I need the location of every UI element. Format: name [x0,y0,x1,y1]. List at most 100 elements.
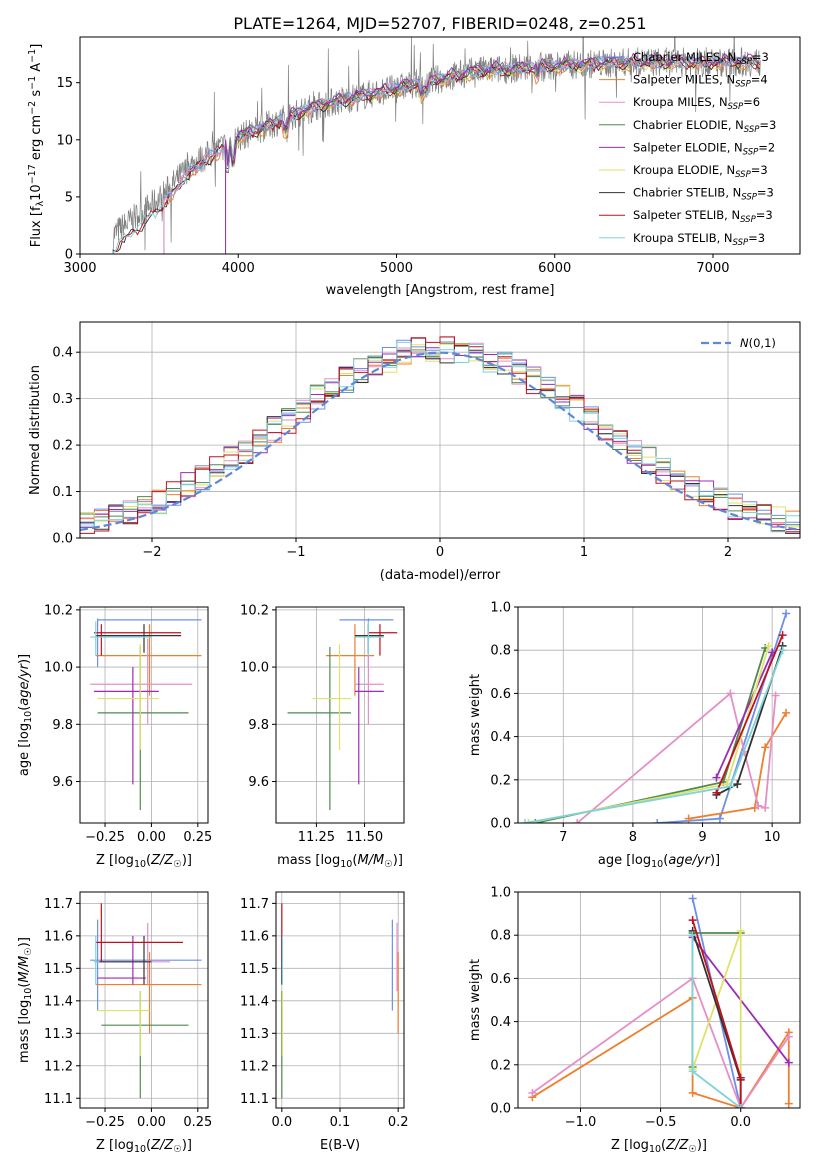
x-tick-label: −0.5 [645,1115,677,1130]
x-tick-label: 0.2 [388,1115,409,1130]
x-tick-label: 0.0 [730,1115,751,1130]
series-point-kroupa_stelib [736,1104,745,1108]
label-fragment: )] [182,1138,192,1153]
x-tick-label: 7 [559,830,567,845]
series-point-kroupa_miles [761,803,770,812]
series-point-kroupa_miles [784,1032,793,1041]
label-fragment: 10 [23,988,34,1000]
label-fragment: ( [17,983,32,988]
x-tick-label: −2 [142,545,161,560]
series-point-kroupa_elodie [764,641,773,650]
plot-frame [79,891,209,1109]
y-tick-label: 10.2 [240,603,269,618]
label-fragment: erg cm [29,115,44,164]
y-axis-label: Flux [fλ10−17 erg cm−2 s−1 A−1] [27,44,46,248]
label-fragment: ☉ [23,947,34,956]
series-point-kroupa_elodie [524,819,533,823]
series-point-chabrier_miles [782,609,791,618]
label-fragment: ( [146,853,151,868]
x-tick-label: −0.25 [85,830,125,845]
legend-entry-text: Chabrier MILES, N [633,50,736,64]
label-fragment: ( [352,853,357,868]
legend-entry-chabrier_stelib: Chabrier STELIB, NSSP=3 [633,186,774,203]
legend-entry-kroupa_elodie: Kroupa ELODIE, NSSP=3 [633,163,768,180]
plot-frame [79,36,801,255]
age_vs_Z-panel: −0.25 0.00 0.259.69.810.010.2Z [log10(Z/Z☉… [17,603,212,870]
legend-entry-value: =3 [748,231,765,245]
label-fragment: 10 [23,711,34,723]
mass_vs_EBV-errorbars [281,903,399,1099]
model-spectrum-chabrier_miles [163,54,760,254]
y-tick-label: 10.0 [240,661,269,676]
label-fragment: M/M [17,956,32,983]
legend-entry-salpeter_stelib: Salpeter STELIB, NSSP=3 [633,208,773,225]
legend-entry-subscript: SSP [743,147,759,157]
series-line-salpeter_elodie [715,652,773,778]
legend-entry-salpeter_elodie: Salpeter ELODIE, NSSP=2 [633,140,775,157]
y-tick-label: 11.2 [44,1059,73,1074]
series-point-kroupa_stelib [726,782,735,791]
legend-entry-value: =3 [752,50,769,64]
x-tick-label: 2 [724,545,732,560]
y-axis-label: Normed distribution [28,365,43,495]
legend-entry-symbol: N [740,336,749,350]
y-tick-label: 10.2 [44,603,73,618]
y-tick-label: 0 [65,248,73,263]
label-fragment: mass [log [17,1000,32,1063]
legend-entry-subscript: SSP [740,215,756,225]
normal-curve-line [80,351,800,531]
y-axis-label: age [log10(age/yr)] [17,654,34,776]
y-tick-label: 9.8 [248,718,269,733]
y-tick-label: 11.7 [240,897,269,912]
x-tick-label: 5000 [380,261,413,276]
label-fragment: ( [663,853,668,868]
legend-entry-kroupa_miles: Kroupa MILES, NSSP=6 [633,95,760,112]
x-tick-label: 6000 [538,261,571,276]
label-fragment: Z/Z [150,853,174,868]
legend-entry-value: =6 [743,95,760,109]
y-tick-label: 1.0 [490,601,511,616]
label-fragment: mass [log [277,853,340,868]
x-tick-label: 0.0 [271,1115,292,1130]
legend-entry-kroupa_stelib: Kroupa STELIB, NSSP=3 [633,231,765,248]
y-tick-label: 11.5 [240,962,269,977]
label-fragment: −1 [27,49,38,63]
x-tick-label: −0.25 [85,1115,125,1130]
y-tick-label: 11.6 [240,929,269,944]
y-tick-label: 10.0 [44,661,73,676]
label-fragment: 10 [649,1144,661,1155]
series-point-salpeter_miles [688,1088,697,1097]
label-fragment: ] [29,44,44,49]
series-line-chabrier_stelib [691,930,742,1108]
age_vs_Z-errorbars [90,618,202,811]
mass_vs_Z-panel: −0.25 0.00 0.25 11.1 11.2 11.3 11.4 11.5 11.6 11.… [17,891,212,1155]
label-fragment: age [log [17,723,32,776]
series-line-kroupa_elodie [691,930,742,1108]
x-axis-label: wavelength [Angstrom, rest frame] [326,283,555,298]
y-tick-label: 9.8 [52,718,73,733]
x-axis-label: E(B-V) [320,1138,360,1153]
series-point-kroupa_stelib [520,819,529,823]
y-tick-label: 0.1 [52,485,73,500]
model-spectrum-kroupa_miles [163,55,761,254]
legend-entry-text: Kroupa MILES, N [633,95,728,109]
series-line-kroupa_elodie [528,645,770,823]
weight_vs_Z-panel: −1.0 −0.5 0.0 0.0 0.2 0.4 0.6 0.8 1.0 Z [log10(Z/… [468,886,801,1155]
label-fragment: −2 [27,101,38,115]
legend-entry-salpeter_miles: Salpeter MILES, NSSP=4 [633,73,768,90]
y-tick-label: 0.2 [490,773,511,788]
label-fragment: Z/Z [665,1138,689,1153]
x-tick-label: 11.50 [346,830,383,845]
model-spectrum-salpeter_miles [163,57,761,254]
y-axis-label: mass weight [468,674,483,756]
series-point-kroupa_miles [771,691,780,700]
x-axis-label: Z [log10(Z/Z☉)] [96,853,192,870]
label-fragment: )] [697,1138,707,1153]
x-tick-label: 11.25 [298,830,335,845]
label-fragment: Z [log [96,853,134,868]
label-fragment: ☉ [688,1144,697,1155]
x-tick-label: −1 [286,545,305,560]
x-axis-label: Z [log10(Z/Z☉)] [96,1138,192,1155]
label-fragment: −1 [27,76,38,90]
